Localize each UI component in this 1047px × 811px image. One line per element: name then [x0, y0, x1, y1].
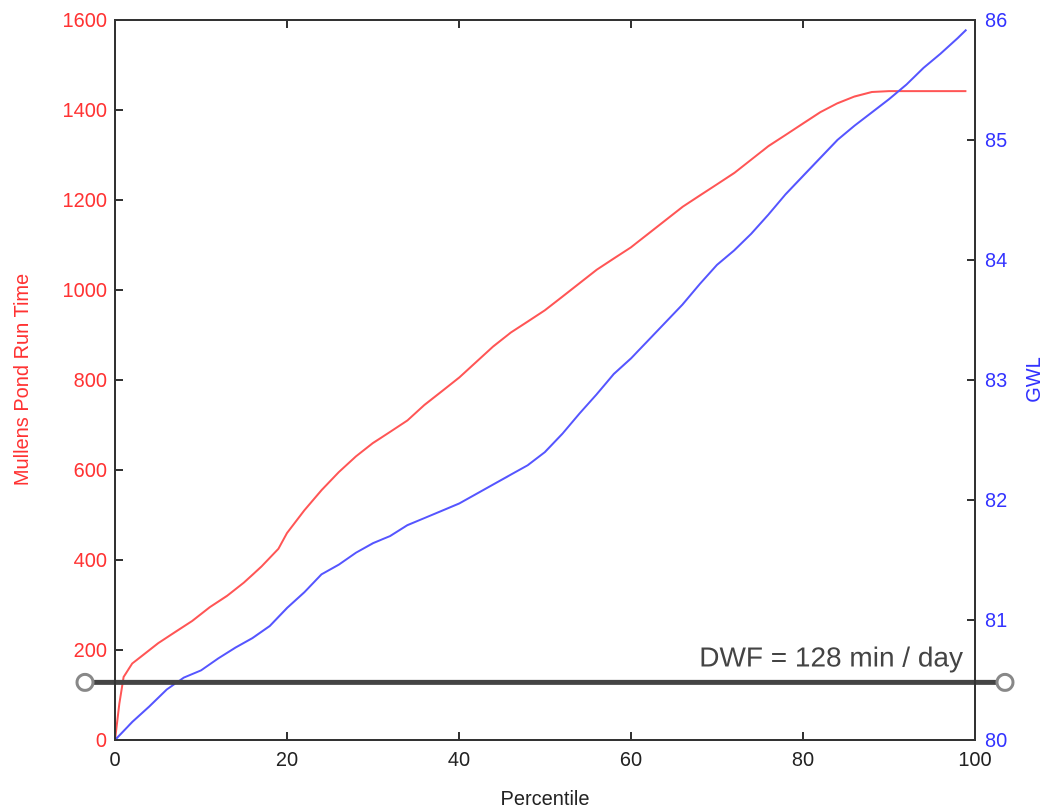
y-axis-label-right: GWL [1023, 357, 1045, 403]
y-axis-label-left: Mullens Pond Run Time [11, 274, 33, 486]
x-tick-label: 0 [109, 749, 120, 771]
plot-frame [114, 19, 976, 741]
reference-line-group [75, 672, 1015, 692]
y2-tick-label: 84 [985, 250, 1007, 272]
y2-tick-label: 83 [985, 370, 1007, 392]
x-tick-label: 20 [276, 749, 298, 771]
y2-tick-label: 85 [985, 130, 1007, 152]
y-tick-label: 0 [96, 730, 107, 752]
series-line-right [114, 28, 968, 741]
dwf-line-handle-right[interactable] [995, 672, 1015, 692]
tick-group: 0200400600800100012001400160080818283848… [63, 10, 1008, 771]
x-axis-label: Percentile [501, 788, 590, 810]
y-tick-label: 1400 [63, 100, 108, 122]
dwf-annotation: DWF = 128 min / day [699, 641, 963, 672]
y2-tick-label: 81 [985, 610, 1007, 632]
y2-tick-label: 82 [985, 490, 1007, 512]
y-tick-label: 400 [74, 550, 107, 572]
y2-tick-label: 80 [985, 730, 1007, 752]
series-line-left [114, 90, 967, 741]
dwf-line-handle-left[interactable] [75, 672, 95, 692]
y-tick-label: 1200 [63, 190, 108, 212]
series-group [114, 28, 968, 741]
y-tick-label: 800 [74, 370, 107, 392]
x-tick-label: 80 [792, 749, 814, 771]
y-tick-label: 600 [74, 460, 107, 482]
x-tick-label: 100 [958, 749, 991, 771]
y-tick-label: 1600 [63, 10, 108, 32]
y-tick-label: 200 [74, 640, 107, 662]
y2-tick-label: 86 [985, 10, 1007, 32]
x-tick-label: 40 [448, 749, 470, 771]
x-tick-label: 60 [620, 749, 642, 771]
y-tick-label: 1000 [63, 280, 108, 302]
